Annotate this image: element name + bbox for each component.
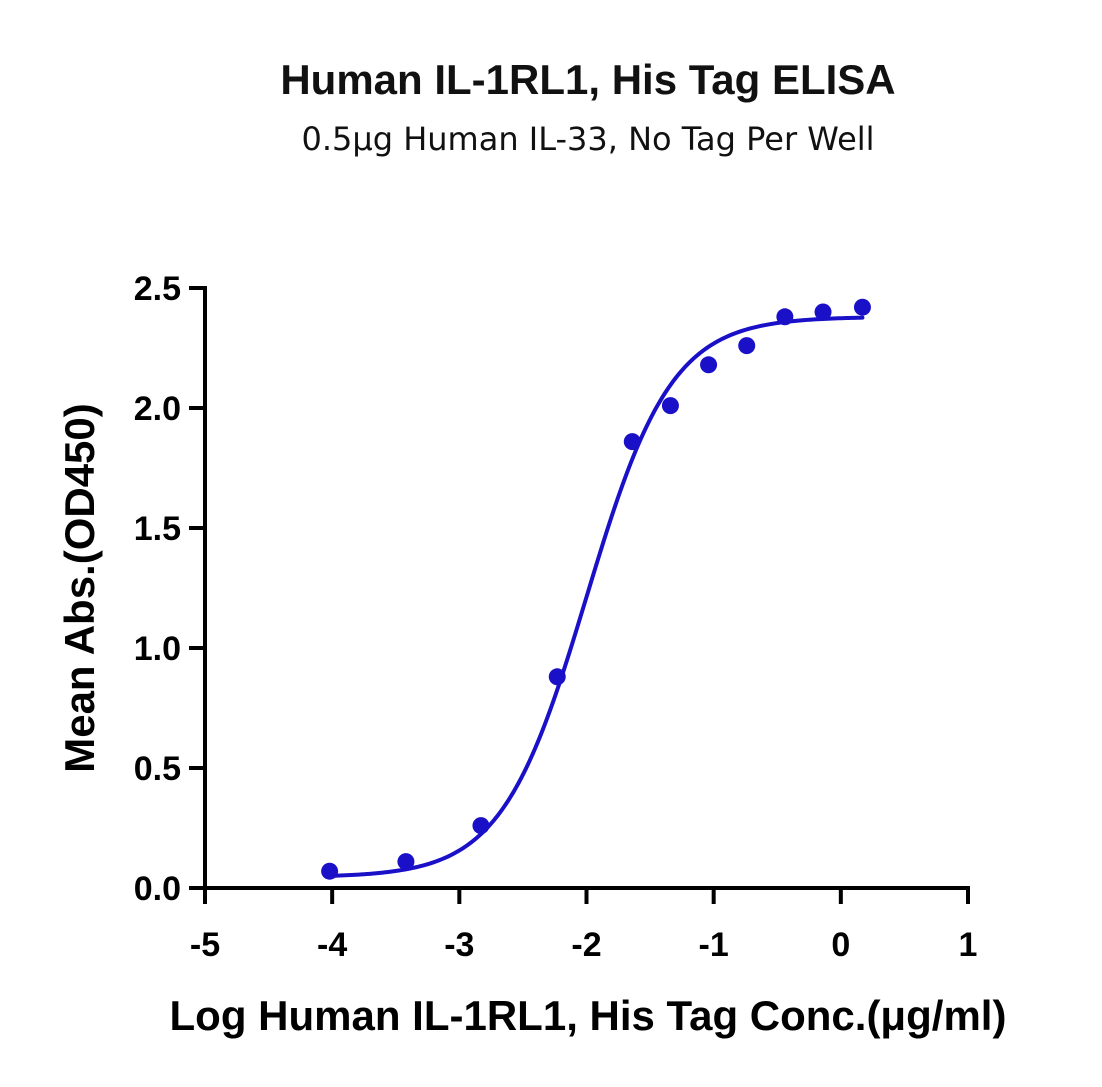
x-tick-label: 1 bbox=[959, 926, 978, 964]
y-tick-label: 2.0 bbox=[134, 390, 181, 428]
x-tick-label: -3 bbox=[444, 926, 474, 964]
x-tick-label: -1 bbox=[699, 926, 729, 964]
data-point bbox=[472, 817, 490, 835]
x-axis-label: Log Human IL-1RL1, His Tag Conc.(μg/ml) bbox=[170, 992, 1007, 1039]
axes: -5 -4 -3 -2 -1 0 1 0.0 0.5 1.0 1.5 2.0 2.5 bbox=[134, 270, 978, 964]
y-tick-label: 0.5 bbox=[134, 750, 181, 788]
fit-curve bbox=[327, 315, 865, 878]
data-point bbox=[548, 668, 566, 686]
data-point bbox=[700, 356, 718, 374]
chart-title: Human IL-1RL1, His Tag ELISA bbox=[280, 56, 895, 103]
data-points-layer bbox=[321, 298, 871, 880]
data-point bbox=[853, 298, 871, 316]
data-point bbox=[776, 308, 794, 326]
y-tick-label: 1.5 bbox=[134, 510, 181, 548]
data-point bbox=[738, 337, 756, 355]
y-axis-label: Mean Abs.(OD450) bbox=[56, 403, 103, 773]
x-tick-label: 0 bbox=[831, 926, 850, 964]
data-point bbox=[321, 862, 339, 880]
data-point bbox=[623, 433, 641, 451]
data-point bbox=[814, 303, 832, 321]
y-tick-label: 2.5 bbox=[134, 270, 181, 308]
x-tick-label: -2 bbox=[571, 926, 601, 964]
x-tick-label: -4 bbox=[317, 926, 347, 964]
y-tick-label: 1.0 bbox=[134, 630, 181, 668]
chart-subtitle: 0.5μg Human IL-33, No Tag Per Well bbox=[301, 120, 874, 158]
data-point bbox=[661, 397, 679, 415]
fit-curve-layer bbox=[327, 315, 865, 878]
x-tick-label: -5 bbox=[190, 926, 220, 964]
y-tick-label: 0.0 bbox=[134, 870, 181, 908]
data-point bbox=[397, 853, 415, 871]
